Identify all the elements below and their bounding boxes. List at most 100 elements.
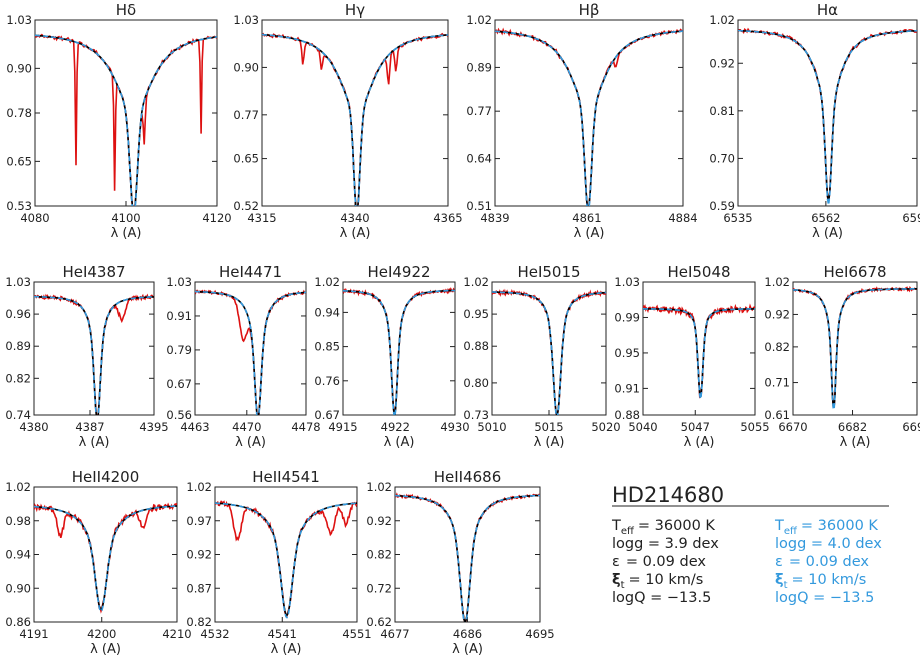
y-tick-label: 0.67 (314, 408, 340, 422)
model-blue-dashed (34, 295, 154, 415)
x-axis-label: λ (A) (452, 642, 483, 657)
panel-13: HeII4686 0.62 0.72 0.82 0.92 1.02 4677 4686 4695… (366, 468, 554, 657)
y-tick-label: 0.82 (366, 548, 392, 562)
y-tick-label: 0.56 (166, 408, 192, 422)
y-tick-label: 0.77 (466, 104, 492, 118)
model-blue-dashed (495, 30, 683, 206)
model-black (35, 34, 217, 206)
panel-3: Hβ 0.51 0.64 0.77 0.89 1.02 4839 4861 4884 λ (A) (466, 1, 697, 241)
y-tick-label: 0.62 (366, 615, 392, 629)
model-blue-dashed (35, 34, 217, 206)
model-blue-dashed (643, 308, 755, 400)
y-tick-label: 0.89 (5, 339, 31, 353)
xi-black: ξt = 10 km/s (612, 572, 703, 591)
y-tick-label: 0.91 (614, 381, 640, 395)
model-black (343, 289, 455, 415)
plot-frame (33, 281, 155, 416)
y-tick-label: 0.80 (463, 376, 489, 390)
y-tick-label: 0.70 (709, 151, 735, 165)
x-axis-label: λ (A) (534, 435, 565, 450)
y-tick-label: 0.74 (5, 408, 31, 422)
panel-curves (395, 492, 540, 622)
x-tick-label: 6695 (902, 420, 920, 434)
model-black (34, 295, 154, 415)
y-tick-label: 0.72 (366, 581, 392, 595)
logg-blue: logg = 4.0 dex (775, 536, 882, 552)
x-axis-label: λ (A) (384, 435, 415, 450)
logq-black: logQ = −13.5 (612, 590, 711, 606)
model-black (793, 288, 917, 409)
panel-title: Hα (817, 1, 838, 19)
x-axis-label: λ (A) (840, 435, 871, 450)
x-tick-label: 4695 (525, 627, 554, 641)
y-tick-label: 1.02 (366, 480, 392, 494)
x-tick-label: 4839 (480, 211, 509, 225)
model-blue-dashed (215, 502, 357, 619)
plot-frame (642, 281, 756, 416)
x-tick-label: 4541 (268, 627, 297, 641)
y-tick-label: 1.03 (5, 275, 31, 289)
y-tick-label: 0.98 (5, 514, 31, 528)
y-tick-label: 0.88 (614, 408, 640, 422)
panel-title: HeII4686 (434, 468, 502, 486)
x-axis-label: λ (A) (79, 435, 110, 450)
y-tick-label: 0.77 (233, 108, 259, 122)
x-tick-label: 4922 (381, 420, 410, 434)
y-tick-label: 0.61 (764, 408, 790, 422)
y-tick-label: 0.73 (463, 408, 489, 422)
y-tick-label: 1.02 (463, 275, 489, 289)
observed-spectrum (215, 500, 357, 618)
x-tick-label: 6562 (811, 211, 840, 225)
x-tick-label: 4315 (247, 211, 276, 225)
x-tick-label: 4120 (202, 211, 231, 225)
plot-frame (261, 19, 449, 207)
x-tick-label: 4532 (200, 627, 229, 641)
x-axis-label: λ (A) (235, 435, 266, 450)
model-black (738, 29, 917, 202)
y-tick-label: 0.94 (5, 548, 31, 562)
observed-spectrum (793, 285, 917, 409)
panel-curves (495, 27, 683, 206)
y-tick-label: 0.64 (466, 152, 492, 166)
x-tick-label: 4463 (180, 420, 209, 434)
y-tick-label: 0.90 (5, 581, 31, 595)
observed-spectrum (35, 33, 217, 206)
x-axis-label: λ (A) (812, 226, 843, 241)
y-tick-label: 1.02 (186, 480, 212, 494)
star-name: HD214680 (612, 483, 724, 507)
x-tick-label: 6590 (902, 211, 920, 225)
y-tick-label: 0.90 (233, 60, 259, 74)
y-tick-label: 1.02 (764, 275, 790, 289)
panel-title: HeII4541 (252, 468, 320, 486)
model-blue-dashed (262, 33, 448, 206)
x-tick-label: 5047 (681, 420, 710, 434)
x-tick-label: 4100 (111, 211, 140, 225)
panel-curves (195, 289, 306, 415)
panel-title: HeI5048 (667, 263, 730, 281)
panel-curves (262, 32, 448, 206)
x-tick-label: 4861 (572, 211, 601, 225)
y-tick-label: 0.78 (6, 106, 32, 120)
panel-9: HeI5048 0.88 0.91 0.95 0.99 1.03 5040 5047 5055 λ… (614, 263, 769, 450)
x-tick-label: 4686 (453, 627, 482, 641)
logg-black: logg = 3.9 dex (612, 536, 719, 552)
panel-curves (793, 285, 917, 411)
panel-title: HeI6678 (823, 263, 886, 281)
model-blue-dashed (195, 290, 306, 415)
y-tick-label: 0.53 (6, 199, 32, 213)
panel-curves (35, 33, 217, 206)
x-tick-label: 5020 (591, 420, 620, 434)
x-tick-label: 4387 (75, 420, 104, 434)
x-tick-label: 4677 (380, 627, 409, 641)
plot-frame (214, 486, 358, 623)
y-tick-label: 1.02 (314, 275, 340, 289)
panel-curves (738, 27, 917, 206)
panel-8: HeI5015 0.73 0.80 0.88 0.95 1.02 5010 5015 5020 λ… (463, 263, 620, 450)
y-tick-label: 0.76 (314, 374, 340, 388)
y-tick-label: 1.02 (709, 13, 735, 27)
x-tick-label: 4340 (340, 211, 369, 225)
y-tick-label: 0.92 (709, 56, 735, 70)
panel-12: HeII4541 0.82 0.87 0.92 0.97 1.02 4532 4541 4551… (186, 468, 371, 657)
x-tick-label: 4380 (19, 420, 48, 434)
